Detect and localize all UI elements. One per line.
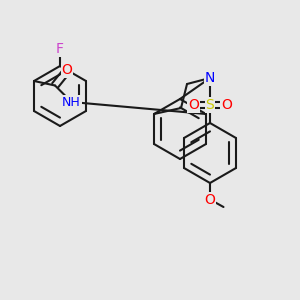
- Text: F: F: [56, 43, 64, 56]
- Text: O: O: [221, 98, 232, 112]
- Text: O: O: [61, 64, 73, 77]
- Text: O: O: [188, 98, 199, 112]
- Text: S: S: [206, 98, 214, 112]
- Text: N: N: [205, 71, 215, 85]
- Text: O: O: [205, 193, 215, 206]
- Text: NH: NH: [62, 95, 81, 109]
